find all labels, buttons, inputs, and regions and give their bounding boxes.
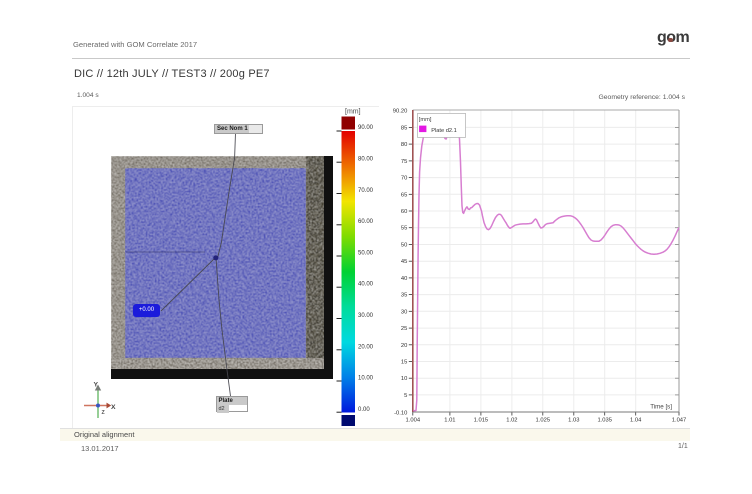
svg-text:40.00: 40.00 [358,282,374,288]
svg-text:0.00: 0.00 [358,407,370,413]
svg-text:10.00: 10.00 [358,376,374,382]
svg-text:15: 15 [401,360,407,366]
svg-text:Plate d2.1: Plate d2.1 [431,128,457,134]
svg-text:75: 75 [401,159,407,165]
svg-text:10: 10 [401,376,407,382]
svg-text:Z: Z [102,410,106,416]
svg-text:1.025: 1.025 [536,418,551,424]
svg-text:90.20: 90.20 [393,109,408,115]
svg-text:80: 80 [401,142,407,148]
svg-text:60.00: 60.00 [358,219,374,225]
svg-text:[mm]: [mm] [345,109,361,116]
svg-text:90.00: 90.00 [358,125,374,131]
svg-text:40: 40 [401,276,407,282]
svg-text:65: 65 [401,192,407,198]
svg-text:1.035: 1.035 [597,418,612,424]
svg-text:50.00: 50.00 [358,250,374,256]
svg-text:70: 70 [401,176,407,182]
svg-text:55: 55 [401,226,407,232]
svg-text:1.01: 1.01 [444,418,455,424]
svg-text:X: X [111,404,116,411]
svg-text:30: 30 [401,309,407,315]
svg-text:25: 25 [401,326,407,332]
svg-text:35: 35 [401,293,407,299]
svg-text:1.02: 1.02 [506,418,517,424]
svg-text:[mm]: [mm] [419,117,432,123]
svg-text:50: 50 [401,243,407,249]
svg-text:Y: Y [94,382,99,389]
svg-text:1.03: 1.03 [568,418,579,424]
svg-text:20.00: 20.00 [358,344,374,350]
svg-text:1.015: 1.015 [474,418,489,424]
svg-text:1.047: 1.047 [672,418,687,424]
svg-text:-0.10: -0.10 [394,411,407,417]
svg-text:1.004: 1.004 [406,418,421,424]
svg-text:1.04: 1.04 [630,418,642,424]
svg-text:70.00: 70.00 [358,188,374,194]
svg-text:Time [s]: Time [s] [650,404,672,411]
svg-text:80.00: 80.00 [358,157,374,163]
svg-text:45: 45 [401,259,407,265]
svg-text:30.00: 30.00 [358,313,374,319]
svg-text:85: 85 [401,125,407,131]
svg-text:60: 60 [401,209,407,215]
svg-text:20: 20 [401,343,407,349]
svg-text:5: 5 [404,393,407,399]
